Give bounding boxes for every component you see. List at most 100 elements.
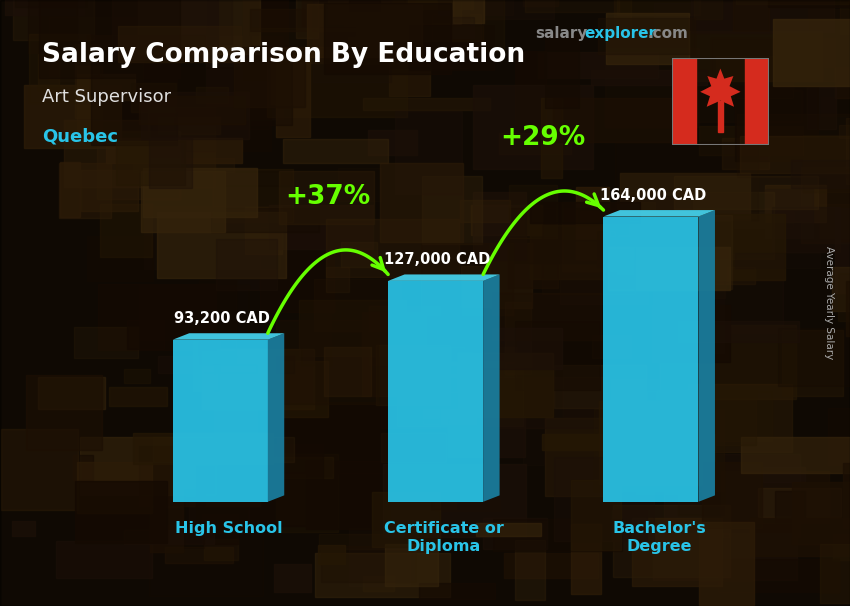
Polygon shape (173, 333, 284, 340)
Bar (630, 192, 774, 259)
Bar (13, 0, 94, 41)
Bar (716, 254, 784, 333)
Bar (803, 135, 850, 192)
Bar (696, 90, 802, 122)
Bar (395, 111, 462, 194)
Bar (306, 461, 390, 529)
Bar (674, 176, 818, 209)
Bar (275, 454, 338, 532)
Bar (737, 114, 850, 177)
Bar (234, 47, 304, 107)
Bar (150, 67, 270, 151)
Bar (56, 541, 152, 578)
Bar (740, 136, 850, 173)
Bar (73, 454, 93, 480)
Bar (691, 0, 834, 32)
Bar (483, 518, 547, 549)
Bar (301, 299, 332, 365)
Bar (110, 387, 167, 406)
Bar (833, 534, 850, 561)
Bar (530, 202, 640, 223)
Bar (150, 507, 183, 552)
Bar (97, 131, 180, 199)
Bar (60, 162, 81, 217)
Bar (29, 34, 90, 102)
Bar (388, 54, 430, 96)
Bar (1, 429, 77, 510)
Bar (763, 467, 805, 482)
Bar (545, 419, 606, 496)
Bar (524, 0, 619, 12)
Bar (112, 0, 218, 60)
Bar (499, 133, 571, 155)
Bar (268, 47, 407, 117)
Bar (28, 0, 76, 53)
Bar (100, 204, 152, 256)
Text: Quebec: Quebec (42, 127, 118, 145)
Bar (153, 437, 293, 462)
Bar (775, 491, 805, 522)
Bar (772, 207, 841, 253)
Bar (431, 489, 456, 510)
Bar (361, 313, 426, 396)
Text: +37%: +37% (286, 184, 371, 210)
Bar (453, 0, 484, 23)
Polygon shape (604, 216, 699, 502)
Polygon shape (483, 275, 500, 502)
Bar (688, 384, 792, 451)
Bar (12, 521, 35, 536)
Bar (128, 320, 164, 349)
Bar (699, 522, 754, 605)
Bar (515, 51, 546, 125)
Bar (832, 267, 850, 311)
Bar (835, 208, 850, 293)
Bar (640, 391, 772, 441)
Bar (348, 0, 380, 11)
Bar (591, 70, 707, 85)
Bar (508, 185, 557, 238)
Bar (483, 0, 504, 52)
Bar (382, 433, 446, 462)
Bar (492, 293, 601, 340)
Bar (458, 353, 553, 418)
Bar (87, 35, 205, 49)
Bar (490, 243, 532, 307)
Bar (307, 4, 422, 57)
Bar (98, 284, 217, 350)
Bar (76, 481, 167, 544)
Bar (441, 279, 462, 316)
Bar (541, 98, 562, 178)
Bar (272, 50, 338, 63)
Bar (344, 0, 469, 68)
Bar (275, 564, 311, 592)
Text: salary: salary (536, 26, 588, 41)
Bar (571, 481, 620, 550)
Bar (471, 0, 554, 19)
Bar (39, 0, 180, 78)
Bar (808, 9, 850, 67)
Bar (791, 161, 850, 188)
Text: 164,000 CAD: 164,000 CAD (600, 188, 706, 202)
Bar (808, 87, 836, 130)
Bar (196, 444, 323, 527)
Bar (508, 208, 617, 263)
Bar (493, 519, 622, 551)
Polygon shape (745, 58, 769, 145)
Bar (765, 190, 813, 238)
Bar (276, 55, 310, 138)
Bar (139, 446, 260, 507)
Bar (828, 408, 850, 465)
Bar (599, 401, 702, 484)
Bar (553, 456, 654, 541)
Bar (545, 33, 579, 108)
Bar (175, 108, 269, 128)
Bar (435, 499, 500, 511)
Bar (394, 374, 485, 392)
Bar (657, 390, 756, 445)
Bar (451, 18, 473, 38)
Bar (38, 377, 105, 409)
Bar (81, 170, 138, 211)
Bar (25, 85, 121, 148)
Bar (846, 281, 850, 336)
Polygon shape (268, 333, 284, 502)
